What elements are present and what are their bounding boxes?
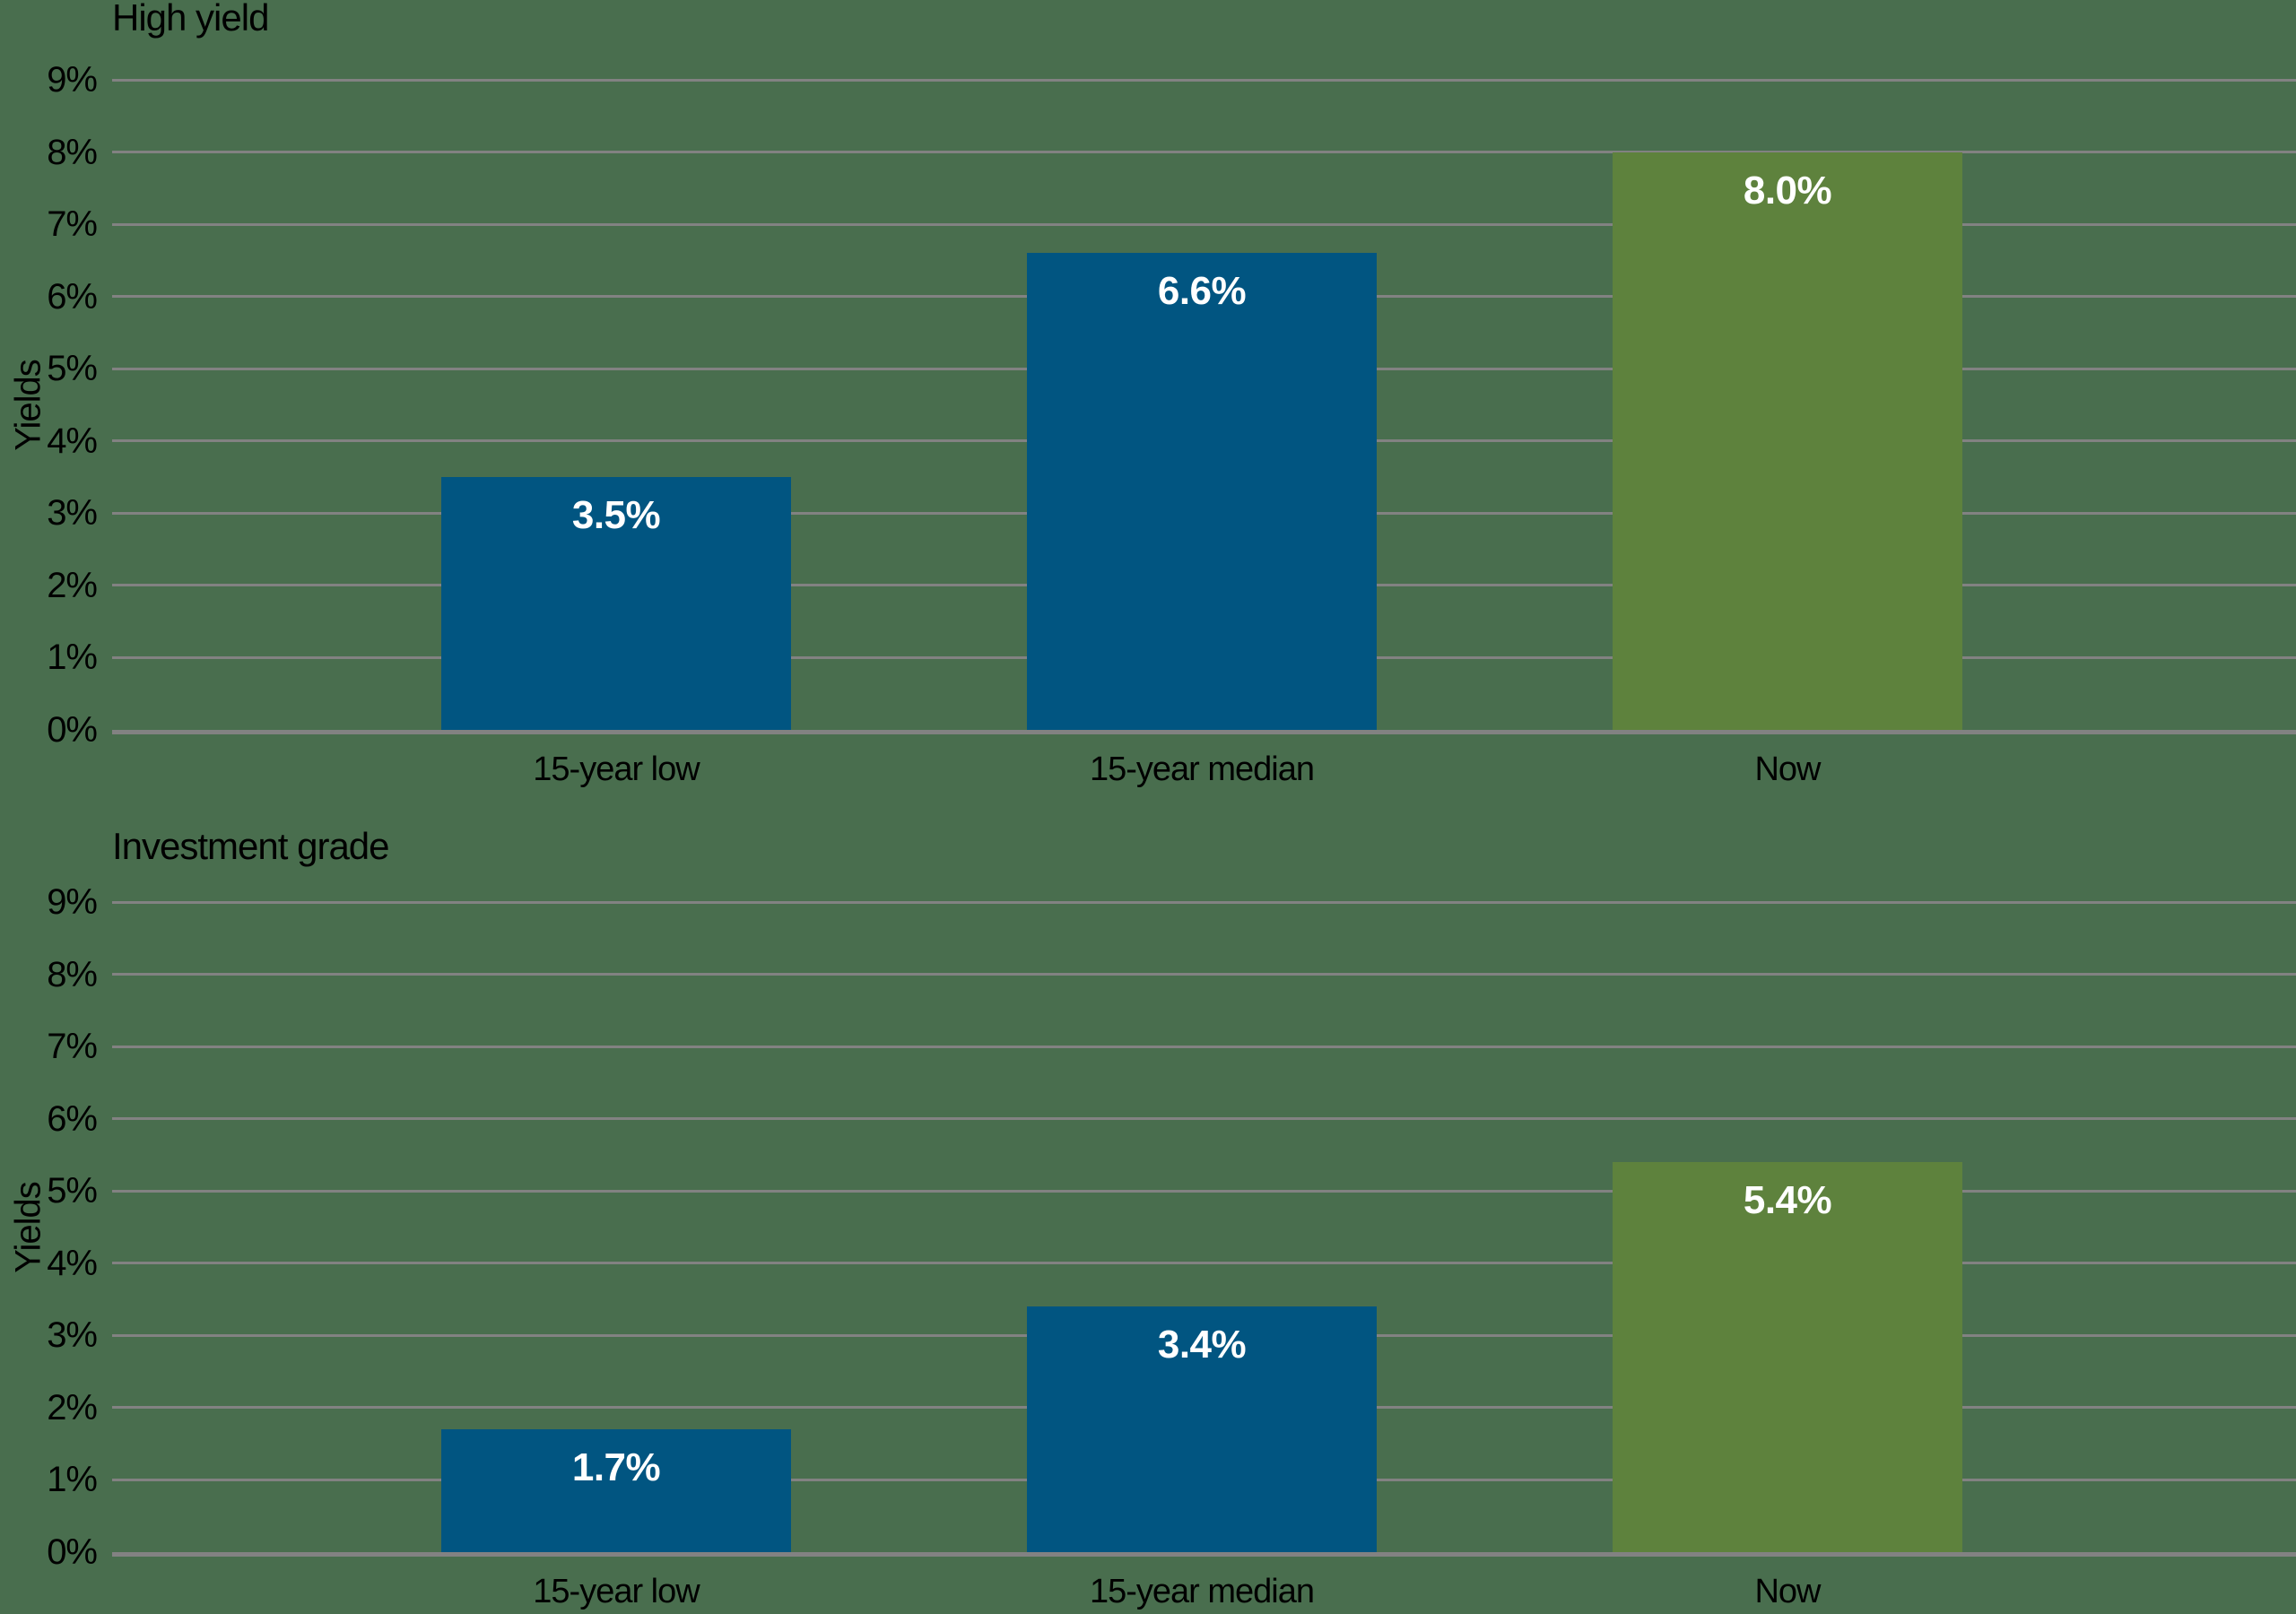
- y-tick-label: 8%: [47, 133, 98, 172]
- bar-value-label: 1.7%: [571, 1445, 661, 1489]
- x-axis-line: [112, 730, 2296, 734]
- bar-15-year-median: [1027, 253, 1377, 730]
- y-tick-label: 2%: [47, 566, 98, 605]
- gridline: [112, 1190, 2296, 1193]
- y-tick-label: 9%: [47, 882, 98, 922]
- x-category-label: 15-year median: [1089, 1573, 1315, 1610]
- y-tick-label: 3%: [47, 493, 98, 533]
- y-tick-label: 4%: [47, 421, 98, 461]
- gridline: [112, 79, 2296, 82]
- bar-15-year-low: [441, 477, 791, 730]
- y-tick-label: 0%: [47, 1532, 98, 1572]
- bar-value-label: 3.4%: [1157, 1323, 1247, 1367]
- bar-now: [1613, 152, 1962, 730]
- y-tick-label: 4%: [47, 1244, 98, 1283]
- bar-value-label: 6.6%: [1157, 269, 1247, 313]
- y-tick-label: 0%: [47, 710, 98, 750]
- bar-15-year-median: [1027, 1306, 1377, 1552]
- y-tick-label: 8%: [47, 955, 98, 994]
- x-axis-line: [112, 1552, 2296, 1557]
- bar-value-label: 8.0%: [1743, 169, 1832, 213]
- bar-value-label: 5.4%: [1743, 1178, 1832, 1222]
- y-tick-label: 9%: [47, 60, 98, 100]
- bar-15-year-low: [441, 1429, 791, 1552]
- x-category-label: 15-year low: [533, 751, 700, 788]
- x-category-label: Now: [1754, 1573, 1821, 1610]
- y-tick-label: 7%: [47, 204, 98, 244]
- bar-value-label: 3.5%: [571, 493, 661, 537]
- y-tick-label: 7%: [47, 1027, 98, 1066]
- x-category-label: 15-year low: [533, 1573, 700, 1610]
- y-tick-label: 5%: [47, 349, 98, 388]
- y-tick-label: 3%: [47, 1315, 98, 1355]
- gridline: [112, 1117, 2296, 1120]
- y-tick-label: 6%: [47, 1099, 98, 1139]
- y-tick-label: 1%: [47, 638, 98, 677]
- x-category-label: 15-year median: [1089, 751, 1315, 788]
- gridline: [112, 973, 2296, 976]
- bar-now: [1613, 1162, 1962, 1552]
- y-tick-label: 1%: [47, 1460, 98, 1499]
- x-category-label: Now: [1754, 751, 1821, 788]
- gridline: [112, 901, 2296, 904]
- gridline: [112, 151, 2296, 153]
- gridline: [112, 1046, 2296, 1048]
- chart-title: Investment grade: [112, 825, 390, 867]
- gridline: [112, 223, 2296, 226]
- chart-title: High yield: [112, 0, 269, 39]
- y-tick-label: 2%: [47, 1388, 98, 1427]
- y-tick-label: 6%: [47, 277, 98, 317]
- y-tick-label: 5%: [47, 1171, 98, 1210]
- gridline: [112, 1262, 2296, 1264]
